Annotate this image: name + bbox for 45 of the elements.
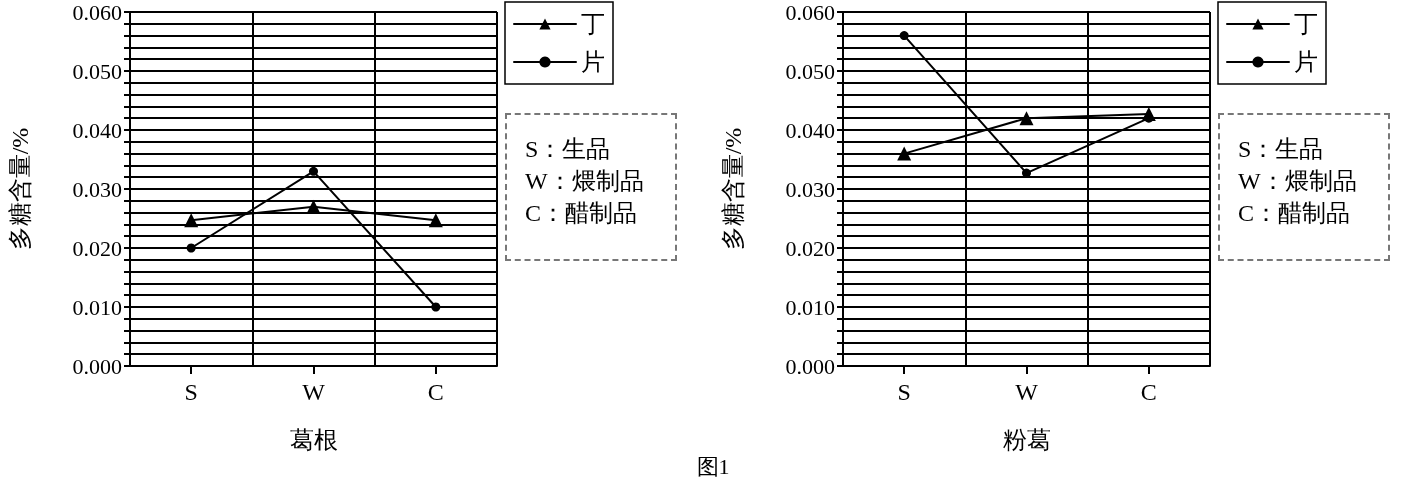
y-axis-title: 多糖含量/% [720, 127, 746, 251]
x-tick-label: W [302, 379, 326, 405]
x-axis-title: 粉葛 [1002, 427, 1051, 453]
point [1019, 111, 1034, 126]
text: C：醋制品 [525, 199, 638, 228]
y-tick-label: 0.000 [785, 353, 835, 379]
x-axis-title: 葛根 [289, 427, 338, 453]
legend-label: 丁 [1294, 11, 1318, 37]
y-axis-title: 多糖含量/% [7, 127, 33, 251]
y-tick-label: 0.010 [785, 294, 835, 320]
text: W：煨制品 [525, 167, 645, 196]
y-tick-label: 0.020 [72, 235, 122, 261]
y-tick-label: 0.050 [72, 58, 122, 84]
legend-label: 丁 [581, 11, 605, 37]
point [309, 166, 318, 176]
y-tick-label: 0.040 [72, 117, 122, 143]
y-tick-label: 0.000 [72, 353, 122, 379]
y-tick-label: 0.030 [72, 176, 122, 202]
point [897, 146, 912, 161]
legend-label: 片 [581, 49, 605, 75]
x-tick-label: W [1015, 379, 1039, 405]
y-tick-label: 0.060 [72, 0, 122, 25]
x-tick-label: S [184, 379, 198, 405]
point [1141, 107, 1156, 122]
x-tick-label: C [427, 379, 444, 405]
point [184, 213, 199, 228]
x-tick-label: C [1140, 379, 1157, 405]
point [186, 243, 196, 253]
point [899, 31, 909, 41]
y-tick-label: 0.050 [785, 58, 835, 84]
caption: 图1 [695, 453, 731, 481]
point [431, 302, 441, 312]
text: S：生品 [525, 135, 612, 164]
y-tick-label: 0.060 [785, 0, 835, 25]
point [428, 213, 443, 228]
text: W：煨制品 [1238, 167, 1358, 196]
legend-label: 片 [1294, 49, 1318, 75]
text: C：醋制品 [1238, 199, 1351, 228]
y-tick-label: 0.020 [785, 235, 835, 261]
y-tick-label: 0.040 [785, 117, 835, 143]
text: S：生品 [1238, 135, 1325, 164]
y-tick-label: 0.030 [785, 176, 835, 202]
point [306, 199, 321, 214]
x-tick-label: S [897, 379, 911, 405]
y-tick-label: 0.010 [72, 294, 122, 320]
